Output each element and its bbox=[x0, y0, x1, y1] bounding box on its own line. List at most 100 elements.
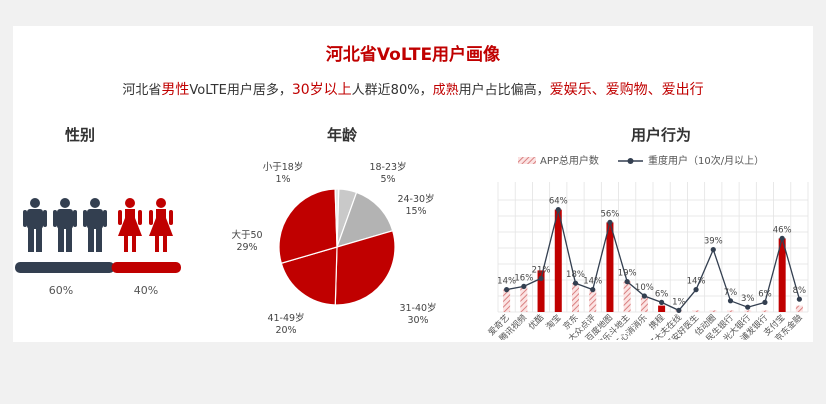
data-label: 16% bbox=[514, 273, 533, 283]
app-users-bar bbox=[606, 222, 614, 312]
pie-slice bbox=[278, 188, 338, 265]
app-users-bar bbox=[572, 283, 579, 312]
male-figure-icon bbox=[23, 198, 47, 252]
heavy-users-point bbox=[504, 287, 510, 293]
app-users-bar bbox=[503, 289, 511, 312]
behavior-title: 用户行为 bbox=[631, 126, 692, 144]
legend-bar-swatch bbox=[518, 157, 536, 164]
profile-card: 河北省VoLTE用户画像 河北省男性VoLTE用户居多，30岁以上人群近80%，… bbox=[13, 26, 813, 342]
female-figure-icon bbox=[118, 198, 142, 252]
heavy-users-point bbox=[727, 298, 734, 304]
subtitle-part: 人群近80%， bbox=[351, 83, 433, 98]
heavy-users-point bbox=[745, 304, 751, 310]
app-users-bar bbox=[744, 310, 752, 312]
data-label: 19% bbox=[618, 269, 637, 279]
behavior-chart: APP总用户数 重度用户（10次/月以上） 14%16%21%64%18%14%… bbox=[486, 154, 809, 340]
male-figure-icon bbox=[83, 198, 107, 252]
data-label: 3% bbox=[741, 294, 755, 304]
gender-title: 性别 bbox=[65, 126, 96, 144]
subtitle-highlight: 成熟 bbox=[432, 83, 459, 98]
age-pct: 30% bbox=[407, 315, 428, 326]
age-label: 18-23岁 bbox=[369, 161, 406, 173]
data-label: 6% bbox=[758, 289, 772, 299]
app-users-bar bbox=[623, 281, 631, 312]
data-label: 8% bbox=[793, 286, 807, 296]
data-label: 64% bbox=[549, 197, 568, 207]
app-users-bar bbox=[640, 296, 648, 312]
heavy-users-point bbox=[779, 235, 785, 241]
data-label: 14% bbox=[497, 277, 516, 287]
app-users-bar bbox=[520, 286, 528, 312]
age-pie-chart: 小于18岁 1% 18-23岁 5% 24-30岁 15% 31-40岁 30%… bbox=[231, 161, 436, 336]
pie-slice bbox=[334, 229, 396, 306]
age-label: 小于18岁 bbox=[263, 161, 304, 173]
male-share-bar bbox=[15, 262, 115, 273]
data-label: 56% bbox=[600, 209, 619, 219]
gender-chart: 60% 40% bbox=[15, 198, 181, 297]
heavy-users-point bbox=[607, 219, 613, 225]
subtitle-highlight: 30岁以上 bbox=[291, 82, 352, 98]
heavy-users-point bbox=[693, 287, 699, 293]
heavy-users-point bbox=[590, 287, 596, 293]
data-label: 14% bbox=[583, 277, 602, 287]
app-users-bar bbox=[778, 238, 786, 312]
female-share-bar bbox=[111, 262, 181, 273]
subtitle-highlight: 爱娱乐、爱购物、爱出行 bbox=[549, 82, 704, 98]
legend-bar-label: APP总用户数 bbox=[540, 154, 599, 167]
subtitle-part: VoLTE用户居多， bbox=[189, 83, 292, 98]
pie-slice bbox=[334, 188, 340, 248]
heavy-users-point bbox=[538, 275, 544, 281]
app-users-bar bbox=[709, 310, 717, 312]
female-pct-label: 40% bbox=[134, 284, 158, 297]
data-label: 18% bbox=[566, 270, 585, 280]
data-label: 46% bbox=[773, 225, 792, 235]
legend-line-label: 重度用户（10次/月以上） bbox=[648, 154, 764, 167]
heavy-users-point bbox=[572, 280, 579, 286]
app-users-bar bbox=[537, 270, 545, 312]
female-figure-icon bbox=[149, 198, 173, 252]
age-pct: 29% bbox=[236, 242, 257, 253]
pie-slice bbox=[280, 246, 338, 306]
subtitle-highlight: 男性 bbox=[161, 82, 190, 98]
app-users-bar bbox=[589, 289, 597, 312]
heavy-users-point bbox=[659, 299, 665, 305]
data-label: 7% bbox=[724, 288, 738, 298]
age-label: 大于50 bbox=[231, 229, 262, 241]
age-pct: 5% bbox=[380, 174, 395, 185]
data-label: 14% bbox=[687, 277, 706, 287]
pie-slice bbox=[336, 191, 394, 248]
age-title: 年龄 bbox=[327, 126, 358, 144]
app-users-bar bbox=[761, 310, 769, 312]
heavy-users-point bbox=[521, 283, 527, 289]
category-label: 优酷 bbox=[526, 312, 546, 332]
subtitle-part: 用户占比偏高， bbox=[458, 83, 550, 98]
data-label: 39% bbox=[704, 237, 723, 247]
male-pct-label: 60% bbox=[49, 284, 73, 297]
heavy-users-line bbox=[506, 209, 801, 312]
category-label: 淘宝 bbox=[544, 312, 564, 332]
age-label: 24-30岁 bbox=[397, 193, 434, 205]
male-figure-icon bbox=[53, 198, 77, 252]
heavy-users-point bbox=[624, 279, 630, 285]
app-users-bar bbox=[658, 305, 666, 312]
age-pct: 1% bbox=[275, 174, 290, 185]
data-label: 1% bbox=[672, 297, 686, 307]
page-subtitle: 河北省男性VoLTE用户居多，30岁以上人群近80%，成熟用户占比偏高，爱娱乐、… bbox=[13, 79, 813, 99]
data-label: 6% bbox=[655, 289, 669, 299]
age-pct: 15% bbox=[405, 206, 426, 217]
age-label: 41-49岁 bbox=[267, 312, 304, 324]
heavy-users-point bbox=[762, 299, 768, 305]
heavy-users-point bbox=[710, 247, 716, 253]
data-label: 10% bbox=[635, 283, 654, 293]
subtitle-part: 河北省 bbox=[122, 83, 162, 98]
legend-line-marker bbox=[627, 158, 634, 164]
page-title: 河北省VoLTE用户画像 bbox=[325, 45, 501, 65]
heavy-users-point bbox=[555, 207, 561, 213]
heavy-users-point bbox=[796, 296, 802, 302]
heavy-users-point bbox=[641, 293, 647, 299]
app-users-bar bbox=[554, 209, 562, 312]
app-users-bar bbox=[795, 305, 803, 312]
app-users-bar bbox=[727, 310, 734, 312]
data-label: 21% bbox=[532, 265, 551, 275]
age-pct: 20% bbox=[275, 325, 296, 336]
